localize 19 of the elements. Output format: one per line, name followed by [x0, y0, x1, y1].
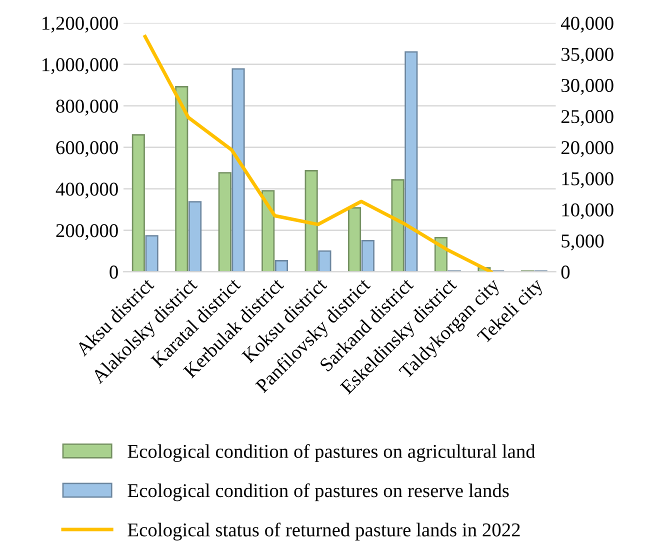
y2-tick-label: 25,000 [561, 110, 614, 126]
y2-tick-label: 35,000 [562, 48, 614, 64]
y-tick-label: 0 [110, 266, 118, 279]
y-tick-label: 600,000 [56, 141, 118, 158]
y2-tick-label: 10,000 [562, 203, 614, 220]
y-tick-label: 1,200,000 [42, 16, 118, 33]
legend-label: Ecological condition of pastures on reserve lands [128, 483, 509, 502]
y-tick-label: 800,000 [56, 100, 118, 116]
y-tick-label: 200,000 [56, 224, 118, 240]
legend-label: Ecological status of returned pasture lands in 2022 [128, 522, 520, 540]
y-tick-label: 1,000,000 [42, 58, 118, 74]
y2-tick-label: 0 [561, 266, 570, 279]
y-tick-label: 400,000 [56, 182, 118, 199]
legend-label: Ecological condition of pastures on agricultural land [128, 444, 536, 462]
y2-tick-label: 5,000 [562, 234, 604, 250]
y2-tick-label: 40,000 [560, 16, 614, 33]
y2-tick-label: 30,000 [562, 78, 614, 95]
y2-tick-label: 20,000 [561, 141, 614, 158]
y2-tick-label: 15,000 [562, 172, 614, 188]
